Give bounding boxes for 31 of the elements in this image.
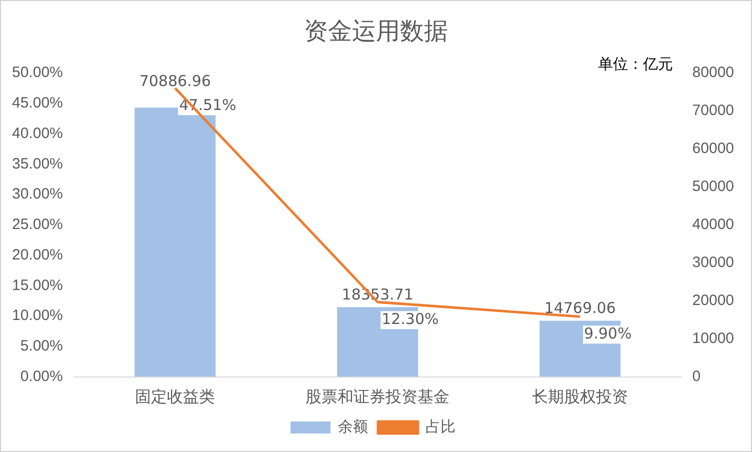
y2-tick-label: 60000 [692, 140, 734, 158]
y2-tick-label: 50000 [692, 178, 734, 196]
y-tick-label: 5.00% [20, 338, 63, 355]
y-tick-label: 15.00% [12, 276, 63, 294]
y-tick-label: 0.00% [20, 368, 63, 385]
y-tick-label: 25.00% [12, 216, 63, 234]
y2-tick-label: 10000 [692, 330, 734, 347]
y2-tick-label: 80000 [692, 64, 734, 82]
y-tick-label: 50.00% [12, 64, 63, 82]
data-label: 12.30% [382, 310, 439, 328]
y-tick-label: 45.00% [12, 94, 63, 112]
annotation: 单位：亿元 [598, 55, 673, 74]
data-label: 9.90% [584, 324, 632, 343]
y-tick-label: 30.00% [12, 186, 63, 203]
y2-tick-label: 30000 [692, 254, 734, 272]
y2-tick-label: 40000 [692, 216, 734, 234]
data-label: 70886.96 [139, 72, 211, 90]
legend-label: 余额 [338, 418, 368, 436]
y-tick-label: 35.00% [12, 155, 63, 172]
x-tick-label: 固定收益类 [135, 388, 216, 406]
y2-tick-label: 0 [692, 368, 701, 385]
y-tick-label: 40.00% [12, 124, 63, 142]
x-tick-label: 长期股权投资 [532, 388, 628, 406]
x-tick-label: 股票和证券投资基金 [306, 388, 450, 406]
data-label: 14769.06 [544, 299, 616, 318]
y2-tick-label: 20000 [692, 292, 734, 309]
y2-tick-label: 70000 [692, 102, 734, 120]
chart-title: 资金运用数据 [303, 16, 449, 47]
y-tick-label: 20.00% [12, 246, 63, 264]
legend-label: 占比 [426, 418, 456, 436]
y-tick-label: 10.00% [12, 307, 63, 324]
